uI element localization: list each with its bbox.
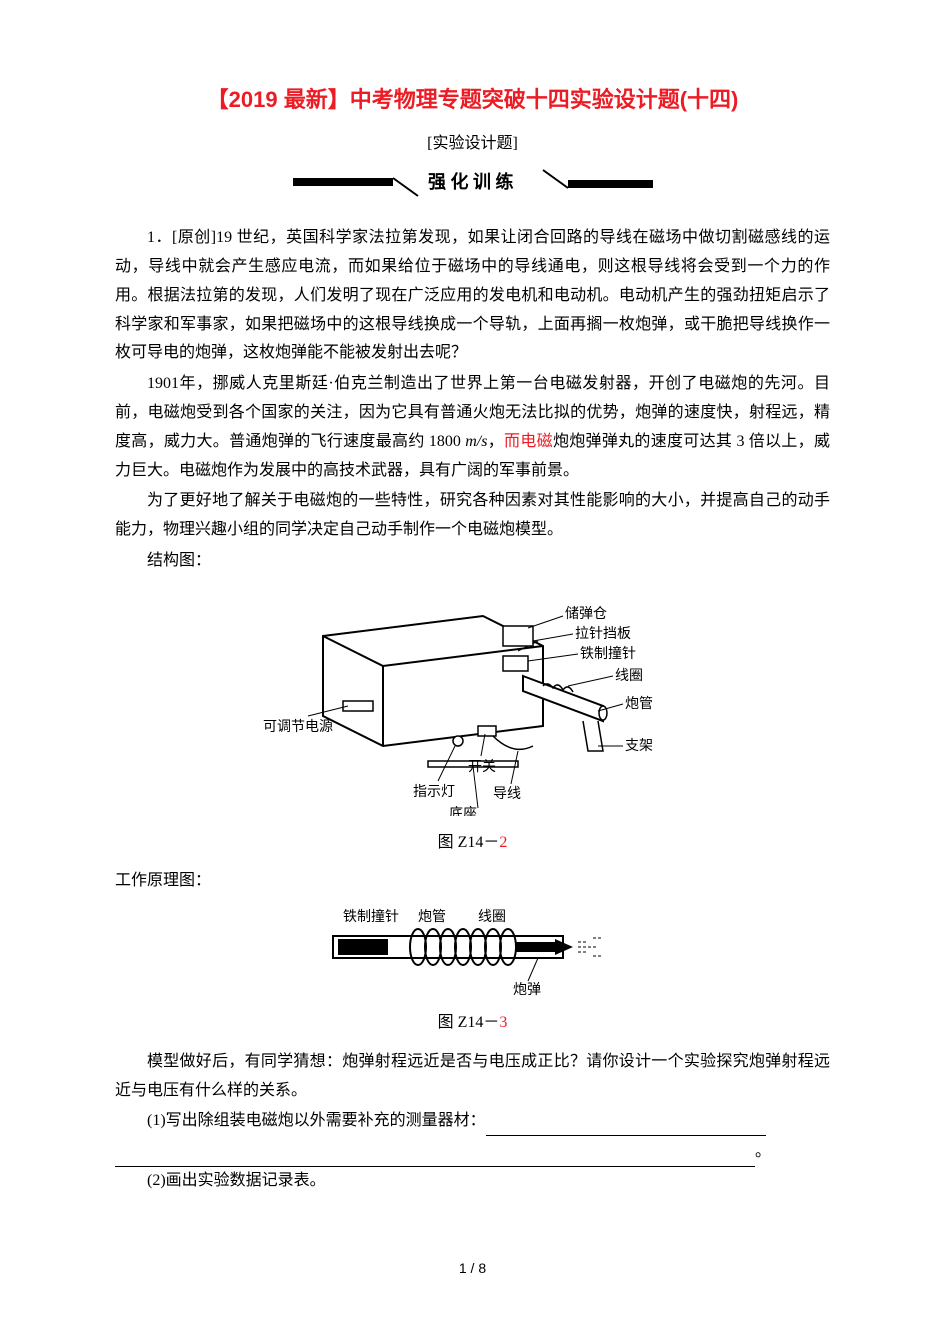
figure-2-caption: 图 Z14－3: [115, 1009, 830, 1038]
paragraph-5: 工作原理图：: [115, 867, 830, 896]
fig1-caption-number: 2: [499, 834, 507, 851]
blank-line-1: [486, 1117, 766, 1136]
section-header: 强 化 训 练: [115, 168, 830, 209]
svg-text:拉针挡板: 拉针挡板: [575, 626, 631, 642]
p2-unit: m/s: [465, 433, 487, 450]
document-subtitle: [实验设计题]: [115, 130, 830, 159]
svg-text:支架: 支架: [625, 738, 653, 754]
svg-text:可调节电源: 可调节电源: [263, 719, 333, 735]
figure-2-diagram: 铁制撞针 炮管 线圈 炮弹: [293, 906, 653, 996]
svg-text:铁制撞针: 铁制撞针: [343, 909, 399, 925]
fig2-caption-number: 3: [499, 1014, 507, 1031]
figure-1-diagram: 储弹仓 拉针挡板 铁制撞针 线圈 炮管 支架 可调节电源 开关 指示灯 导线 底…: [263, 586, 683, 816]
figure-1-caption: 图 Z14－2: [115, 829, 830, 858]
svg-text:铁制撞针: 铁制撞针: [580, 646, 636, 662]
p2-part2: ，: [487, 433, 504, 450]
question-1: (1)写出除组装电磁炮以外需要补充的测量器材：: [115, 1107, 830, 1136]
page-number: 1 / 8: [115, 1256, 830, 1281]
paragraph-4: 结构图：: [115, 547, 830, 576]
blank-line-row: 。: [115, 1138, 830, 1167]
svg-text:炮管: 炮管: [625, 696, 653, 712]
svg-text:开关: 开关: [468, 759, 496, 775]
paragraph-3: 为了更好地了解关于电磁炮的一些特性，研究各种因素对其性能影响的大小，并提高自己的…: [115, 487, 830, 545]
p2-highlight: 而电磁: [504, 433, 553, 450]
fig1-caption-prefix: 图 Z14－: [438, 834, 500, 851]
paragraph-1: 1．[原创]19 世纪，英国科学家法拉第发现，如果让闭合回路的导线在磁场中做切割…: [115, 224, 830, 368]
paragraph-2: 1901年，挪威人克里斯廷·伯克兰制造出了世界上第一台电磁发射器，开创了电磁炮的…: [115, 370, 830, 485]
paragraph-6: 模型做好后，有同学猜想：炮弹射程远近是否与电压成正比？请你设计一个实验探究炮弹射…: [115, 1048, 830, 1106]
blank-line-2: [115, 1148, 755, 1167]
svg-text:炮管: 炮管: [418, 909, 446, 925]
svg-text:炮弹: 炮弹: [513, 982, 541, 996]
figure-2: 铁制撞针 炮管 线圈 炮弹 图 Z14－3: [115, 906, 830, 1038]
document-title: 【2019 最新】中考物理专题突破十四实验设计题(十四): [115, 80, 830, 120]
svg-text:指示灯: 指示灯: [413, 784, 455, 800]
fig2-caption-prefix: 图 Z14－: [438, 1014, 500, 1031]
svg-text:线圈: 线圈: [615, 668, 643, 684]
svg-text:线圈: 线圈: [478, 909, 506, 925]
section-header-graphic: 强 化 训 练: [293, 168, 653, 198]
question-2: (2)画出实验数据记录表。: [115, 1167, 830, 1196]
figure-1: 储弹仓 拉针挡板 铁制撞针 线圈 炮管 支架 可调节电源 开关 指示灯 导线 底…: [115, 586, 830, 858]
svg-text:储弹仓: 储弹仓: [565, 606, 607, 622]
svg-text:底座: 底座: [449, 806, 477, 816]
q1-text: (1)写出除组装电磁炮以外需要补充的测量器材：: [147, 1112, 486, 1129]
section-header-text: 强 化 训 练: [428, 171, 514, 192]
svg-text:导线: 导线: [493, 786, 521, 802]
